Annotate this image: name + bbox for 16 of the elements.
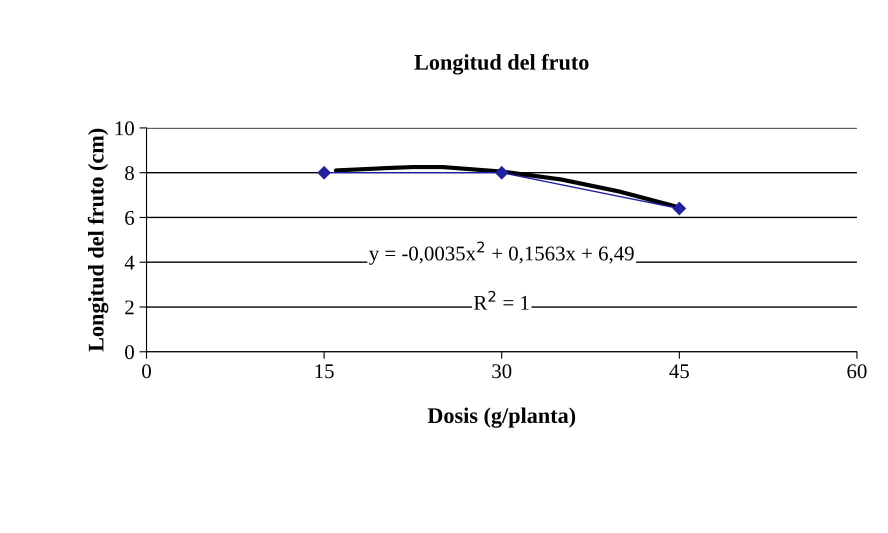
x-axis-title: Dosis (g/planta) — [428, 407, 576, 428]
annotation: R$^{2}$ = 1 — [474, 290, 529, 310]
y-tick-label: 8 — [125, 166, 134, 180]
chart-title: Longitud del fruto — [414, 54, 589, 74]
x-tick-label: 0 — [142, 364, 151, 378]
y-tick-label: 4 — [124, 256, 134, 270]
y-tick-label: 0 — [125, 345, 134, 360]
x-tick-label: 15 — [316, 364, 334, 378]
y-tick-label: 10 — [116, 121, 134, 136]
x-tick-label: 30 — [492, 364, 512, 378]
y-axis-title: Longitud del fruto (cm) — [88, 128, 108, 352]
x-tick-label: 45 — [669, 364, 689, 378]
annotation: y = -0,0035x$^{2}$ + 0,1563x + 6,49 — [369, 242, 634, 265]
y-tick-label: 6 — [125, 210, 134, 225]
y-tick-label: 2 — [125, 300, 134, 314]
x-tick-label: 60 — [847, 364, 867, 378]
